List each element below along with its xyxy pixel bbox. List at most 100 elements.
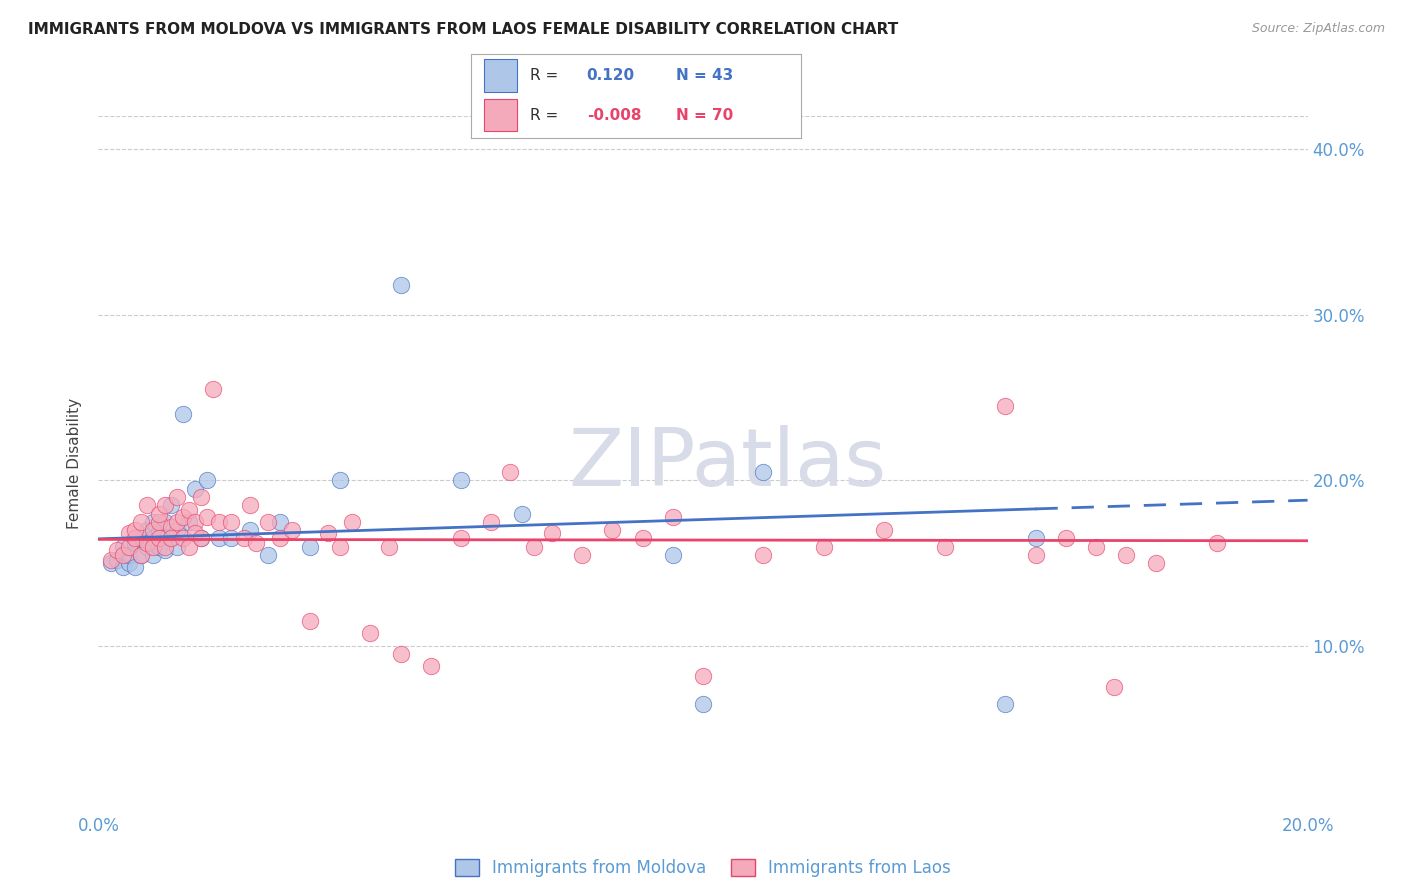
Point: [316, 526, 339, 541]
Point: [481, 515, 503, 529]
Point: [329, 474, 352, 488]
Point: [420, 659, 443, 673]
Point: [153, 543, 176, 558]
Point: [389, 648, 412, 662]
Point: [360, 625, 382, 640]
Point: [142, 548, 165, 562]
Point: [135, 540, 157, 554]
Point: [239, 498, 262, 512]
Point: [202, 382, 225, 396]
Point: [166, 523, 188, 537]
Point: [602, 523, 624, 537]
Point: [208, 532, 231, 546]
Point: [166, 490, 188, 504]
Point: [389, 277, 412, 292]
Point: [540, 526, 562, 541]
Point: [148, 540, 170, 554]
Point: [523, 540, 546, 554]
Point: [153, 498, 176, 512]
Point: [135, 536, 157, 550]
Point: [498, 465, 520, 479]
Point: [256, 515, 278, 529]
Point: [142, 540, 165, 554]
Point: [1085, 540, 1108, 554]
Point: [179, 540, 201, 554]
Text: R =: R =: [530, 68, 558, 83]
Point: [111, 548, 134, 562]
Point: [813, 540, 835, 554]
Point: [190, 532, 212, 546]
Point: [100, 553, 122, 567]
FancyBboxPatch shape: [484, 60, 517, 92]
Text: IMMIGRANTS FROM MOLDOVA VS IMMIGRANTS FROM LAOS FEMALE DISABILITY CORRELATION CH: IMMIGRANTS FROM MOLDOVA VS IMMIGRANTS FR…: [28, 22, 898, 37]
Point: [208, 515, 231, 529]
Point: [692, 669, 714, 683]
Text: R =: R =: [530, 108, 558, 123]
Point: [142, 515, 165, 529]
Point: [118, 556, 141, 570]
Point: [129, 548, 152, 562]
Point: [1102, 681, 1125, 695]
Point: [124, 523, 146, 537]
Point: [105, 553, 128, 567]
Point: [377, 540, 399, 554]
FancyBboxPatch shape: [484, 99, 517, 131]
Point: [221, 532, 243, 546]
Point: [166, 540, 188, 554]
Point: [195, 474, 218, 488]
Point: [124, 536, 146, 550]
Text: -0.008: -0.008: [586, 108, 641, 123]
Point: [166, 515, 188, 529]
Legend: Immigrants from Moldova, Immigrants from Laos: Immigrants from Moldova, Immigrants from…: [449, 852, 957, 883]
Point: [124, 532, 146, 546]
Point: [1115, 548, 1137, 562]
Point: [179, 515, 201, 529]
Text: ZIPatlas: ZIPatlas: [568, 425, 886, 503]
Point: [221, 515, 243, 529]
Point: [105, 543, 128, 558]
Point: [752, 465, 775, 479]
Point: [752, 548, 775, 562]
Point: [299, 614, 322, 628]
Point: [142, 532, 165, 546]
Point: [994, 697, 1017, 711]
Point: [269, 515, 291, 529]
Point: [1024, 548, 1046, 562]
Point: [135, 523, 157, 537]
Point: [256, 548, 278, 562]
Point: [1144, 556, 1167, 570]
Text: Source: ZipAtlas.com: Source: ZipAtlas.com: [1251, 22, 1385, 36]
Point: [135, 498, 157, 512]
Point: [934, 540, 956, 554]
Point: [160, 498, 183, 512]
Point: [148, 515, 170, 529]
Point: [190, 532, 212, 546]
Point: [142, 523, 165, 537]
Point: [692, 697, 714, 711]
Point: [111, 540, 134, 554]
Text: N = 43: N = 43: [676, 68, 733, 83]
Point: [129, 548, 152, 562]
Point: [571, 548, 593, 562]
Point: [172, 407, 194, 421]
Point: [179, 503, 201, 517]
Point: [160, 532, 183, 546]
Point: [184, 526, 207, 541]
Point: [124, 559, 146, 574]
Point: [245, 536, 267, 550]
Point: [118, 548, 141, 562]
Point: [299, 540, 322, 554]
Y-axis label: Female Disability: Female Disability: [67, 398, 83, 530]
Point: [153, 515, 176, 529]
Point: [172, 509, 194, 524]
Point: [190, 490, 212, 504]
Point: [342, 515, 364, 529]
Point: [450, 474, 472, 488]
Point: [118, 526, 141, 541]
Point: [510, 507, 533, 521]
Point: [1024, 532, 1046, 546]
Point: [195, 509, 218, 524]
Point: [160, 532, 183, 546]
Text: N = 70: N = 70: [676, 108, 733, 123]
Point: [184, 482, 207, 496]
